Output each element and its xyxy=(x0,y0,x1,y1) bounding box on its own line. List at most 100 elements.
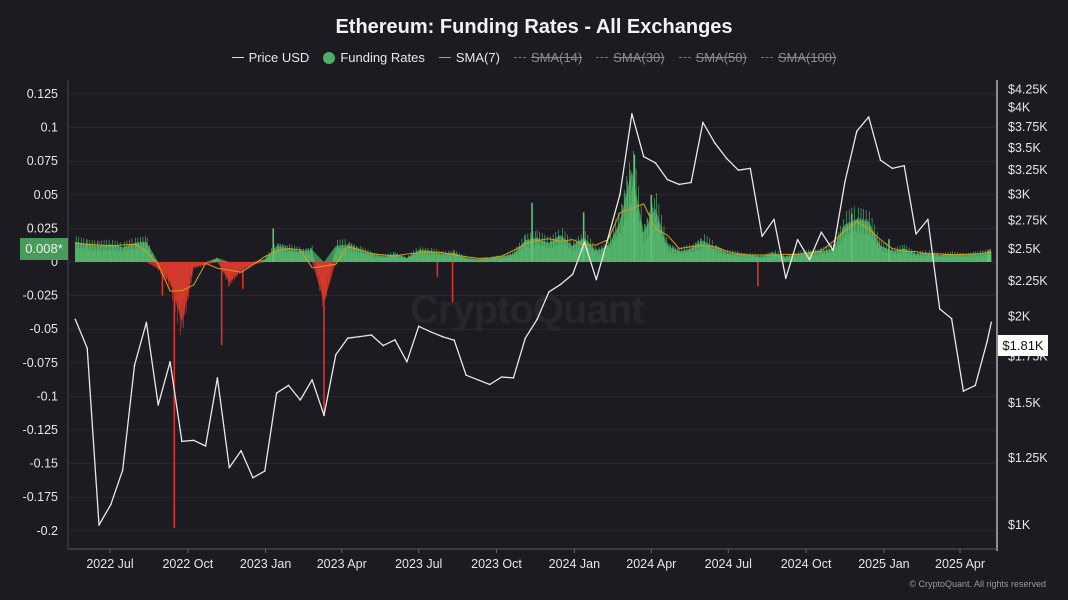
price-point xyxy=(631,113,633,115)
left-axis-tick-label: -0.175 xyxy=(23,490,58,504)
right-axis-tick-label: $1.5K xyxy=(1008,396,1041,410)
price-point xyxy=(394,339,396,341)
price-point xyxy=(358,335,361,338)
right-axis-tick-label: $1K xyxy=(1008,518,1031,532)
legend-swatch-icon xyxy=(231,57,244,58)
price-point xyxy=(86,347,88,349)
chart-title: Ethereum: Funding Rates - All Exchanges xyxy=(335,16,733,38)
price-point xyxy=(974,384,977,387)
legend: Price USD Funding Rates SMA(7) SMA(14) SMA(3… xyxy=(0,50,1068,65)
price-point xyxy=(311,378,313,381)
price-point xyxy=(583,241,586,243)
price-point xyxy=(453,339,456,341)
legend-label: SMA(30) xyxy=(613,50,665,65)
x-axis-tick-label: 2023 Apr xyxy=(317,557,367,571)
left-axis-tick-label: -0.1 xyxy=(36,389,58,403)
price-point xyxy=(990,321,993,324)
copyright-footer: © CryptoQuant. All rights reserved xyxy=(909,579,1046,589)
right-axis-tick-label: $2.75K xyxy=(1008,214,1048,228)
price-point xyxy=(98,524,100,526)
legend-label: SMA(50) xyxy=(695,50,747,65)
price-point xyxy=(713,142,716,144)
price-point xyxy=(382,344,384,347)
price-point xyxy=(903,164,906,167)
price-point xyxy=(323,414,325,417)
price-point xyxy=(169,360,171,363)
legend-swatch-icon xyxy=(760,57,773,58)
legend-swatch-icon xyxy=(438,57,451,58)
legend-label: SMA(14) xyxy=(530,50,583,65)
price-point xyxy=(240,449,242,452)
price-point xyxy=(192,439,195,442)
price-point xyxy=(263,470,266,472)
funding-negative-area xyxy=(75,262,992,323)
price-point xyxy=(536,318,538,321)
price-point xyxy=(844,180,846,183)
price-point xyxy=(548,291,550,293)
legend-item-funding-rates[interactable]: Funding Rates xyxy=(323,50,425,65)
right-axis-tick-label: $3.25K xyxy=(1008,163,1048,177)
left-axis-tick-label: -0.125 xyxy=(23,423,58,437)
x-axis-tick-label: 2023 Oct xyxy=(471,557,522,571)
price-point xyxy=(891,167,894,170)
price-point xyxy=(784,277,787,280)
right-axis-tick-label: $3.5K xyxy=(1008,141,1041,155)
price-point xyxy=(761,235,763,238)
price-point xyxy=(619,193,621,196)
sma7-line xyxy=(75,203,992,292)
price-point xyxy=(275,392,278,394)
x-axis-tick-label: 2024 Oct xyxy=(781,557,832,571)
price-point xyxy=(524,337,527,340)
x-axis-tick-label: 2024 Jan xyxy=(549,557,600,571)
price-point xyxy=(666,178,669,181)
legend-item-sma-14[interactable]: SMA(14) xyxy=(513,50,583,65)
price-point xyxy=(204,445,207,447)
legend-label: Price USD xyxy=(248,50,310,65)
price-point xyxy=(252,476,254,479)
x-axis-tick-label: 2024 Jul xyxy=(705,557,752,571)
current-funding-badge: 0.008* xyxy=(20,238,68,260)
price-point xyxy=(121,469,124,471)
legend-label: SMA(100) xyxy=(777,50,837,65)
price-point xyxy=(110,503,112,506)
price-point xyxy=(867,116,870,118)
right-axis-tick-label: $4K xyxy=(1008,101,1031,115)
x-axis-tick-label: 2023 Jan xyxy=(240,557,291,571)
price-point xyxy=(595,278,598,281)
right-axis-tick-label: $4.25K xyxy=(1008,82,1048,96)
right-axis-tick-label: $1.25K xyxy=(1008,451,1048,465)
price-point xyxy=(370,334,373,336)
price-point xyxy=(571,273,574,276)
price-point xyxy=(417,325,420,328)
legend-label: Funding Rates xyxy=(340,50,425,65)
price-point xyxy=(607,236,609,239)
legend-item-sma-7[interactable]: SMA(7) xyxy=(438,50,500,65)
legend-item-sma-100[interactable]: SMA(100) xyxy=(760,50,837,65)
left-axis-tick-label: 0 xyxy=(51,255,58,269)
price-point xyxy=(856,130,858,132)
price-point xyxy=(642,155,645,158)
price-point xyxy=(406,360,408,363)
x-axis-tick-label: 2022 Oct xyxy=(162,557,213,571)
legend-swatch-icon xyxy=(678,57,691,58)
price-point xyxy=(74,318,77,321)
left-axis-tick-label: 0.125 xyxy=(27,87,58,101)
price-point xyxy=(962,390,965,392)
price-point xyxy=(820,231,823,234)
legend-item-price-usd[interactable]: Price USD xyxy=(231,50,310,65)
price-point xyxy=(512,377,515,379)
x-axis-tick-label: 2025 Apr xyxy=(935,557,985,571)
left-axis-tick-label: -0.025 xyxy=(23,289,58,303)
price-point xyxy=(560,283,562,286)
price-point xyxy=(465,374,467,376)
price-point xyxy=(749,167,752,170)
price-point xyxy=(737,169,740,172)
legend-item-sma-50[interactable]: SMA(50) xyxy=(678,50,747,65)
legend-swatch-icon xyxy=(323,51,336,64)
price-point xyxy=(228,466,231,469)
legend-label: SMA(7) xyxy=(455,50,500,65)
x-axis-tick-label: 2022 Jul xyxy=(86,557,133,571)
legend-item-sma-30[interactable]: SMA(30) xyxy=(596,50,665,65)
price-point xyxy=(145,321,148,324)
